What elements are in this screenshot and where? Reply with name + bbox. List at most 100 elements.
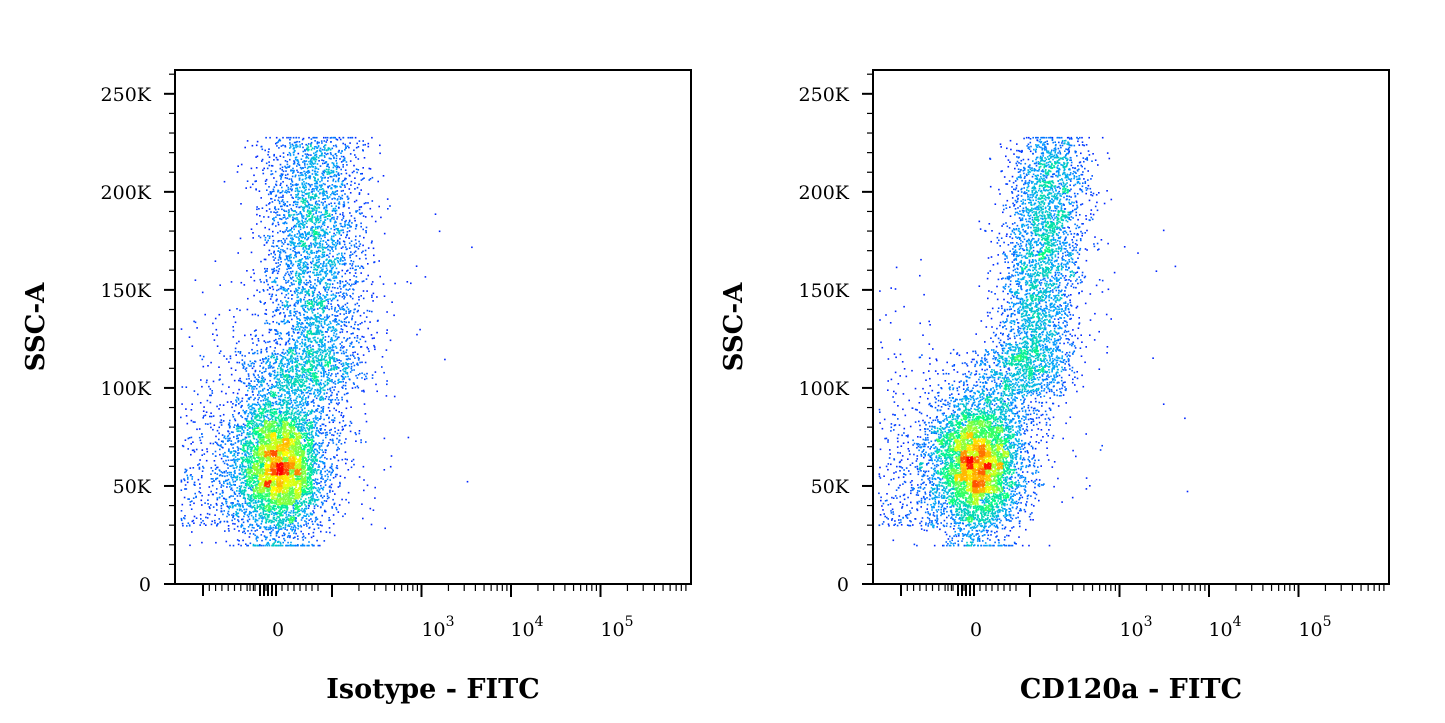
event-dot	[185, 408, 187, 410]
event-dot	[345, 358, 348, 361]
event-dot	[292, 507, 295, 509]
event-dot	[281, 169, 283, 171]
event-dot	[232, 326, 234, 328]
event-dot	[355, 242, 357, 245]
event-dot	[333, 136, 335, 139]
event-dot	[297, 292, 299, 294]
event-dot	[299, 235, 302, 238]
event-dot	[295, 236, 297, 238]
event-dot	[310, 388, 313, 391]
event-dot	[295, 274, 297, 277]
event-dot	[315, 433, 318, 435]
event-dot	[217, 444, 220, 447]
event-dot	[257, 340, 260, 342]
event-dot	[272, 271, 274, 273]
event-dot	[221, 489, 224, 492]
event-dot	[282, 358, 284, 360]
event-dot	[318, 447, 320, 449]
event-dot	[322, 351, 324, 354]
event-dot	[338, 295, 341, 297]
event-dot	[266, 416, 268, 418]
event-dot	[315, 481, 317, 484]
event-dot	[334, 456, 336, 459]
event-dot	[307, 236, 310, 239]
event-dot	[346, 373, 349, 375]
event-dot	[343, 352, 345, 355]
event-dot	[353, 355, 355, 358]
event-dot	[261, 160, 263, 162]
event-dot	[311, 165, 313, 167]
event-dot	[331, 471, 333, 474]
event-dot	[337, 179, 340, 182]
event-dot	[295, 290, 298, 293]
event-dot	[351, 136, 354, 139]
event-dot	[320, 372, 323, 375]
event-dot	[216, 497, 219, 499]
event-dot	[316, 489, 318, 491]
event-dot	[292, 279, 295, 282]
event-dot	[266, 382, 268, 385]
event-dot	[287, 358, 289, 361]
event-dot	[336, 193, 338, 195]
event-dot	[244, 453, 247, 455]
event-dot	[271, 223, 274, 226]
event-dot	[323, 154, 326, 157]
event-dot	[201, 358, 204, 361]
event-dot	[331, 339, 334, 342]
event-dot	[229, 486, 231, 488]
event-dot	[230, 452, 232, 454]
event-dot	[240, 443, 242, 445]
event-dot	[304, 345, 306, 347]
event-dot	[280, 300, 282, 302]
event-dot	[292, 197, 294, 199]
event-dot	[365, 230, 367, 232]
event-dot	[184, 468, 187, 471]
event-dot	[255, 538, 258, 540]
event-dot	[344, 368, 347, 371]
event-dot	[296, 222, 298, 225]
event-dot	[305, 317, 308, 319]
event-dot	[295, 501, 297, 503]
event-dot	[253, 294, 255, 297]
event-dot	[376, 296, 378, 298]
event-dot	[304, 421, 307, 424]
event-dot	[275, 136, 278, 139]
event-dot	[291, 385, 293, 388]
event-dot	[354, 188, 356, 190]
event-dot	[361, 335, 363, 338]
event-dot	[191, 345, 194, 347]
event-dot	[318, 259, 320, 261]
event-dot	[282, 276, 285, 279]
event-dot	[356, 353, 359, 355]
event-dot	[286, 391, 289, 393]
event-dot	[295, 270, 298, 273]
event-dot	[302, 215, 305, 217]
event-dot	[352, 458, 355, 461]
event-dot	[237, 512, 239, 515]
event-dot	[224, 451, 226, 454]
event-dot	[238, 530, 240, 532]
event-dot	[186, 422, 189, 425]
event-dot	[337, 381, 340, 383]
event-dot	[314, 170, 317, 173]
event-dot	[315, 409, 317, 412]
event-dot	[281, 200, 283, 203]
event-dot	[272, 529, 274, 531]
event-dot	[189, 467, 192, 469]
event-dot	[294, 357, 297, 360]
event-dot	[314, 263, 317, 266]
event-dot	[266, 544, 269, 547]
event-dot	[307, 183, 310, 185]
event-dot	[228, 386, 230, 388]
event-dot	[316, 180, 318, 183]
event-dot	[315, 211, 317, 214]
event-dot	[234, 484, 236, 486]
event-dot	[238, 361, 241, 364]
event-dot	[321, 346, 323, 348]
event-dot	[258, 380, 261, 383]
event-dot	[280, 528, 283, 530]
event-dot	[279, 412, 282, 414]
event-dot	[308, 324, 310, 327]
event-dot	[333, 271, 336, 273]
event-dot	[260, 517, 263, 519]
